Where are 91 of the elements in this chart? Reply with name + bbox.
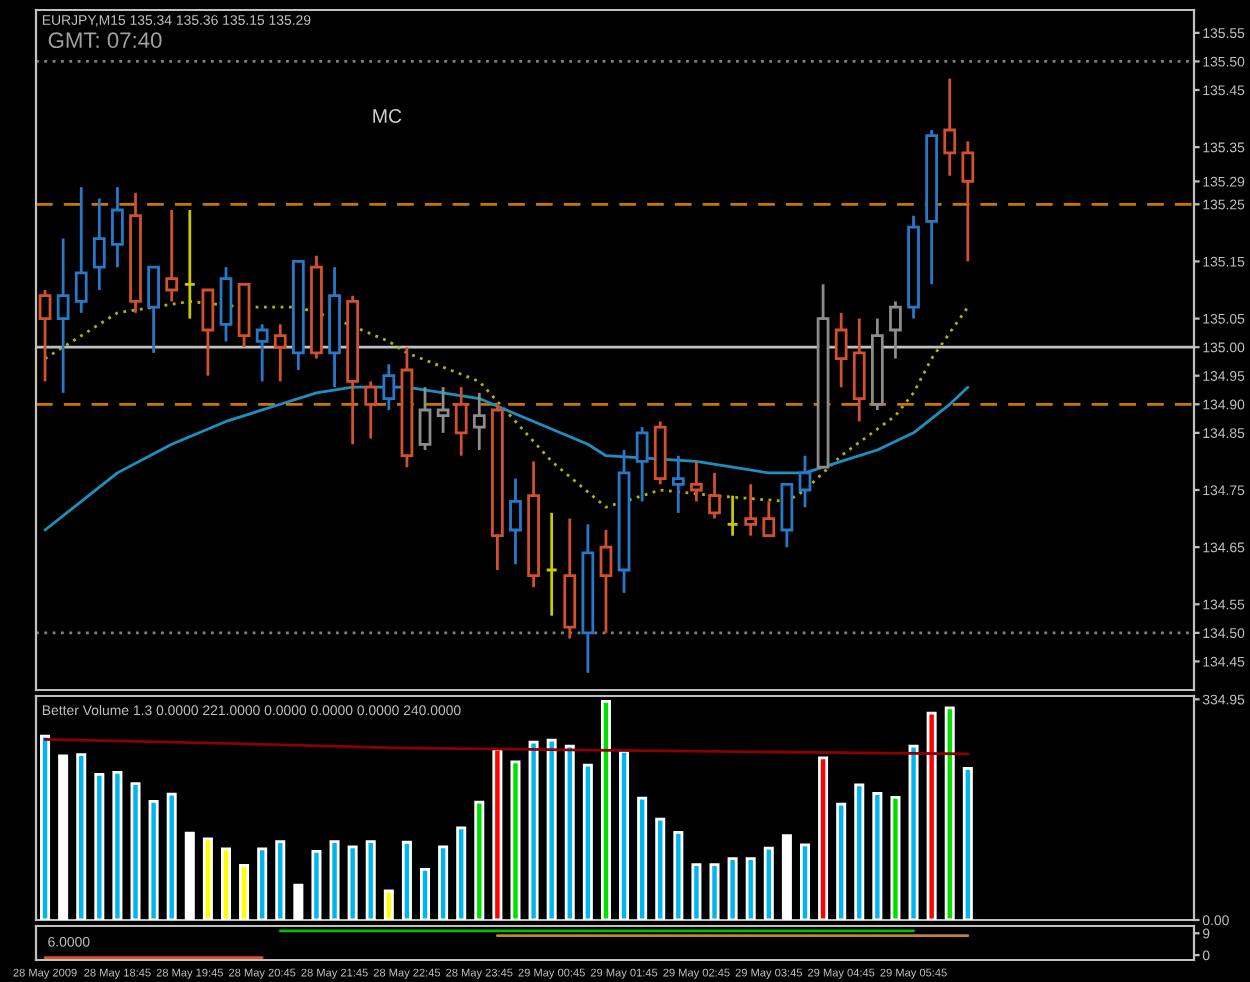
bar (420, 867, 431, 920)
bar (709, 863, 720, 920)
bar (673, 830, 684, 920)
bar (836, 802, 847, 920)
candlestick (273, 322, 287, 383)
bar (311, 850, 322, 920)
bar (781, 834, 792, 920)
candlestick (74, 185, 88, 315)
candlestick (671, 454, 685, 515)
candlestick (255, 322, 269, 383)
bar (582, 763, 593, 920)
candlestick (418, 385, 432, 452)
bar (365, 840, 376, 920)
candlestick (744, 482, 758, 538)
bar (112, 771, 123, 920)
candlestick (961, 140, 975, 263)
candlestick (690, 460, 703, 503)
bar (528, 740, 539, 920)
candlestick (798, 454, 812, 509)
candlestick (382, 362, 396, 412)
bar (220, 847, 231, 920)
candlestick (201, 288, 215, 378)
bar (58, 754, 69, 920)
candlestick (545, 511, 559, 618)
bar (564, 744, 575, 920)
candlestick (599, 528, 613, 635)
bar (293, 883, 304, 920)
bar (257, 847, 268, 920)
bar (130, 782, 141, 920)
candlestick (165, 208, 179, 303)
candlestick (708, 471, 721, 520)
candlestick (219, 265, 233, 343)
candlestick (111, 185, 124, 269)
bar (438, 845, 449, 920)
line-series (43, 385, 970, 532)
bar (745, 857, 756, 920)
bar (401, 840, 412, 920)
bar (40, 734, 51, 920)
bar (818, 756, 829, 920)
candlestick (635, 425, 649, 503)
bar (691, 863, 702, 920)
candlestick (454, 385, 468, 458)
bar (619, 749, 630, 920)
bar (872, 792, 883, 920)
candlestick (943, 77, 957, 178)
bar (926, 711, 937, 920)
bar (474, 800, 485, 920)
candlestick (762, 500, 776, 538)
candlestick (726, 494, 739, 538)
bar (763, 846, 774, 920)
bar (184, 831, 195, 920)
bar (799, 843, 810, 920)
candlestick (364, 380, 378, 440)
bar (890, 796, 901, 920)
candlestick (780, 482, 794, 549)
bar (383, 889, 394, 920)
candlestick (834, 311, 848, 389)
bar (76, 753, 87, 920)
candlestick (183, 208, 197, 320)
candlestick (38, 288, 52, 383)
bar (637, 796, 648, 920)
candlestick (147, 265, 160, 355)
candlestick (92, 197, 106, 292)
bar (962, 767, 973, 920)
bar (166, 792, 177, 920)
annotation: GMT: 07:40 (48, 32, 162, 49)
bar (329, 840, 340, 920)
annotation: MC (373, 109, 402, 123)
bar (546, 738, 557, 920)
bar (275, 840, 286, 920)
candlestick (889, 300, 902, 360)
candlestick (56, 237, 70, 395)
line-series (43, 738, 970, 756)
bar (510, 760, 521, 920)
bar (492, 747, 503, 920)
bar (347, 845, 358, 920)
bar (944, 706, 955, 920)
bar (600, 699, 611, 920)
candlestick (436, 385, 450, 435)
bar (655, 817, 666, 920)
bar (456, 826, 467, 920)
candlestick (852, 317, 866, 423)
bar (202, 837, 213, 920)
bar (148, 800, 159, 920)
candlestick (509, 477, 522, 566)
bar (239, 863, 250, 920)
bar (908, 744, 919, 920)
bar (727, 857, 738, 920)
bar (854, 783, 865, 920)
bar (94, 773, 105, 920)
candlestick (472, 391, 486, 452)
